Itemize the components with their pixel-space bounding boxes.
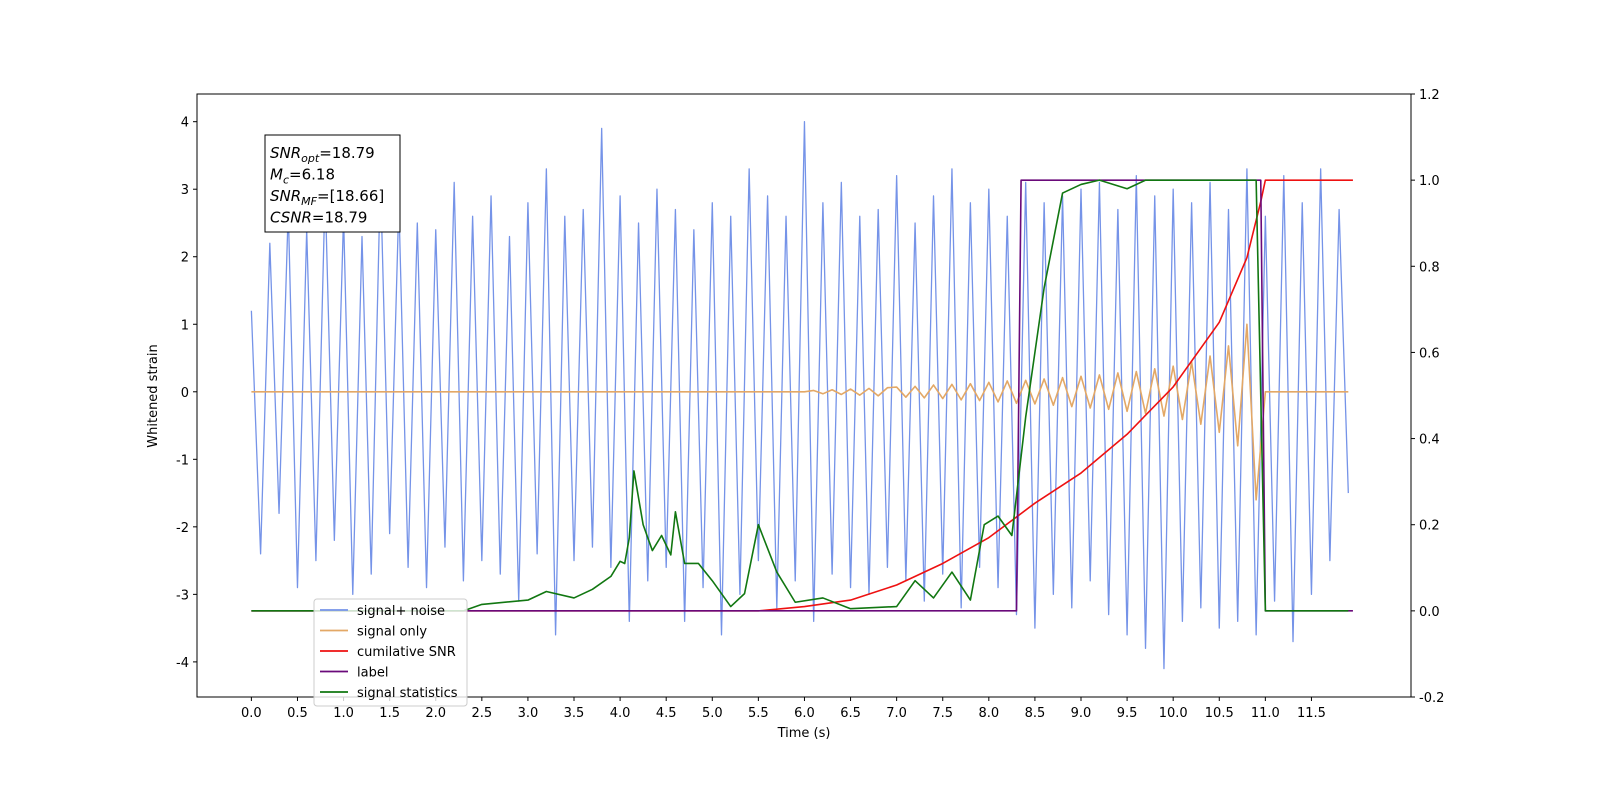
- x-tick-label: 7.5: [932, 706, 953, 721]
- x-tick-label: 4.5: [656, 706, 677, 721]
- x-tick-label: 8.0: [978, 706, 999, 721]
- x-tick-label: 5.5: [748, 706, 769, 721]
- plot-frame: [196, 93, 1412, 698]
- x-tick-label: 1.0: [333, 706, 354, 721]
- annotation-symbol: SNR: [270, 144, 301, 162]
- annotation-subscript: MF: [301, 195, 317, 208]
- annotation-box: SNRopt=18.79Mc=6.18SNRMF=[18.66]CSNR=18.…: [264, 134, 401, 233]
- annotation-value: =18.79: [312, 209, 368, 227]
- x-tick-label: 10.0: [1159, 706, 1188, 721]
- y-tick-label: -3: [176, 588, 189, 603]
- x-tick-label: 0.0: [241, 706, 262, 721]
- x-tick-label: 3.5: [564, 706, 585, 721]
- x-tick-label: 7.0: [886, 706, 907, 721]
- y-tick-label: -4: [176, 656, 189, 671]
- annotation-text: SNRMF=[18.66]: [270, 187, 384, 208]
- y2-tick-label: 1.0: [1419, 174, 1440, 189]
- x-tick-label: 2.5: [471, 706, 492, 721]
- x-tick-label: 9.0: [1071, 706, 1092, 721]
- annotation-value: =6.18: [289, 166, 335, 184]
- legend-label: cumilative SNR: [357, 645, 456, 660]
- y-tick-label: -2: [176, 521, 189, 536]
- y-tick-label: 1: [181, 318, 189, 333]
- y2-tick-label: 1.2: [1419, 88, 1440, 103]
- annotation-text: Mc=6.18: [270, 166, 335, 187]
- series-line: [250, 121, 1349, 670]
- x-tick-label: 5.0: [702, 706, 723, 721]
- y-tick-label: 0: [181, 386, 189, 401]
- legend-label: signal+ noise: [357, 604, 445, 619]
- annotation-subscript: c: [283, 174, 289, 187]
- x-tick-label: 11.5: [1297, 706, 1326, 721]
- x-tick-label: 3.0: [518, 706, 539, 721]
- legend: signal+ noise signal only cumilative SNR la…: [313, 598, 468, 707]
- annotation-symbol: CSNR: [270, 209, 312, 227]
- y-tick-label: -1: [176, 453, 189, 468]
- annotation-subscript: opt: [301, 152, 320, 165]
- y-tick-label: 3: [181, 183, 189, 198]
- x-tick-label: 6.5: [840, 706, 861, 721]
- y2-tick-label: 0.2: [1419, 519, 1440, 534]
- y2-tick-label: 0.0: [1419, 605, 1440, 620]
- x-tick-label: 9.5: [1117, 706, 1138, 721]
- y2-tick-label: -0.2: [1419, 691, 1444, 706]
- x-tick-label: 0.5: [287, 706, 308, 721]
- series-line: [251, 179, 1353, 612]
- x-tick-label: 1.5: [379, 706, 400, 721]
- series-line: [251, 179, 1349, 612]
- y-axis-label: Whitened strain: [146, 344, 161, 447]
- x-tick-label: 4.0: [610, 706, 631, 721]
- x-tick-label: 10.5: [1205, 706, 1234, 721]
- x-tick-label: 2.0: [425, 706, 446, 721]
- annotation-symbol: SNR: [270, 187, 301, 205]
- y-tick-label: 2: [181, 251, 189, 266]
- y2-tick-label: 0.8: [1419, 260, 1440, 275]
- annotation-value: =18.79: [319, 144, 375, 162]
- legend-frame: [313, 598, 468, 707]
- x-axis-label: Time (s): [777, 726, 831, 741]
- legend-label: label: [357, 666, 388, 681]
- series-line: [251, 323, 1349, 501]
- x-tick-label: 6.0: [794, 706, 815, 721]
- annotation-frame: [264, 134, 401, 233]
- y2-tick-label: 0.4: [1419, 433, 1440, 448]
- x-tick-label: 11.0: [1251, 706, 1280, 721]
- y-tick-label: 4: [181, 116, 189, 131]
- legend-label: signal statistics: [357, 686, 458, 701]
- x-tick-label: 8.5: [1025, 706, 1046, 721]
- annotation-text: CSNR=18.79: [270, 209, 367, 227]
- annotation-text: SNRopt=18.79: [270, 144, 375, 165]
- y2-tick-label: 0.6: [1419, 346, 1440, 361]
- legend-label: signal only: [357, 625, 427, 640]
- annotation-value: =[18.66]: [317, 187, 384, 205]
- annotation-symbol: M: [270, 166, 283, 184]
